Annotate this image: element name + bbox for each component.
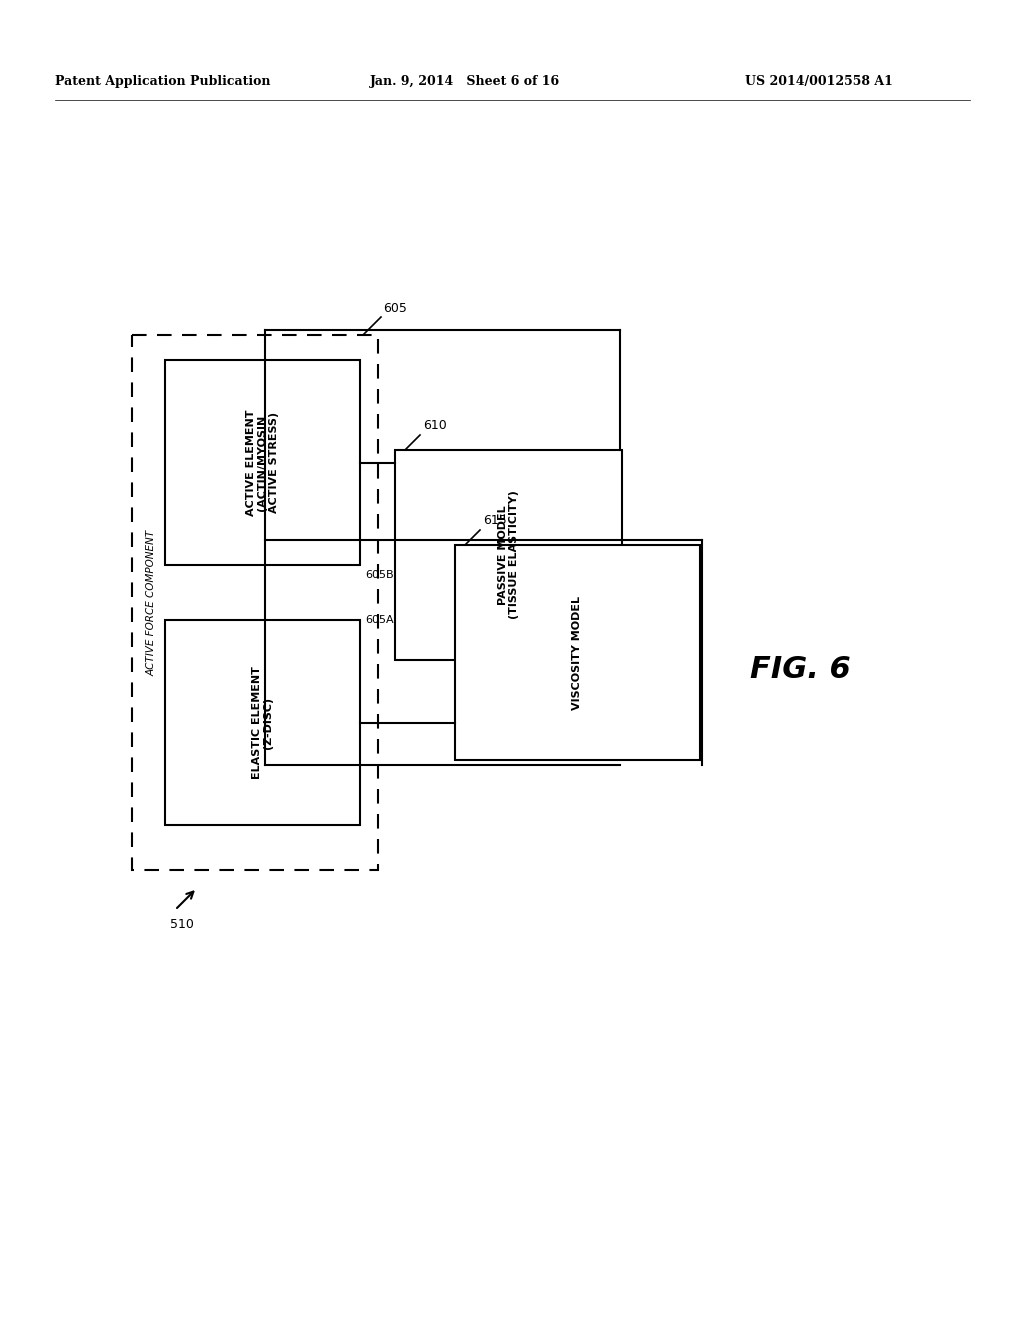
Text: Jan. 9, 2014   Sheet 6 of 16: Jan. 9, 2014 Sheet 6 of 16: [370, 75, 560, 88]
Polygon shape: [455, 545, 700, 760]
Text: ACTIVE FORCE COMPONENT: ACTIVE FORCE COMPONENT: [147, 529, 157, 676]
Text: 605: 605: [383, 302, 407, 315]
Text: ACTIVE ELEMENT
(ACTIN/MYOSIN
ACTIVE STRESS): ACTIVE ELEMENT (ACTIN/MYOSIN ACTIVE STRE…: [246, 409, 280, 516]
Text: 615: 615: [483, 513, 507, 527]
Text: FIG. 6: FIG. 6: [750, 656, 851, 685]
Text: ELASTIC ELEMENT
(Z-DISC): ELASTIC ELEMENT (Z-DISC): [252, 667, 273, 779]
Text: PASSIVE MODEL
(TISSUE ELASTICITY): PASSIVE MODEL (TISSUE ELASTICITY): [498, 491, 519, 619]
Text: 610: 610: [423, 418, 446, 432]
Text: 605B: 605B: [365, 570, 393, 579]
Polygon shape: [165, 620, 360, 825]
Text: 605A: 605A: [365, 615, 393, 624]
Polygon shape: [395, 450, 622, 660]
Polygon shape: [165, 360, 360, 565]
Text: US 2014/0012558 A1: US 2014/0012558 A1: [745, 75, 893, 88]
Text: VISCOSITY MODEL: VISCOSITY MODEL: [572, 595, 583, 710]
Text: 510: 510: [170, 917, 194, 931]
Text: Patent Application Publication: Patent Application Publication: [55, 75, 270, 88]
